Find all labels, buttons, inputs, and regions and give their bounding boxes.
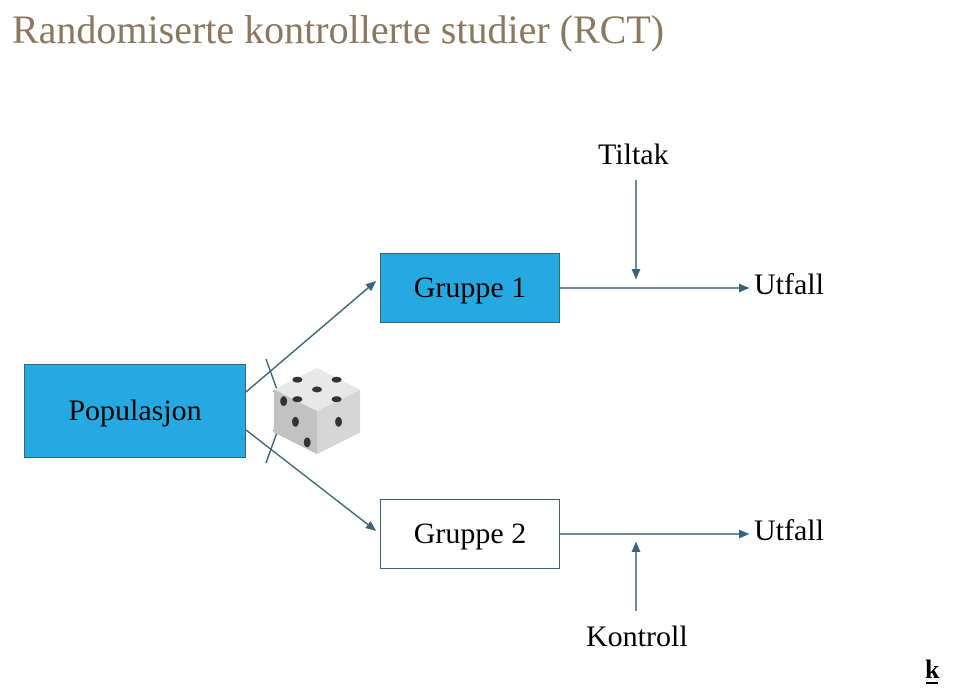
- box-gruppe2: Gruppe 2: [380, 499, 560, 569]
- box-populasjon-label: Populasjon: [68, 394, 201, 428]
- label-kontroll: Kontroll: [586, 620, 688, 654]
- page-title: Randomiserte kontrollerte studier (RCT): [12, 6, 664, 53]
- label-tiltak: Tiltak: [598, 138, 669, 172]
- die-icon: [268, 362, 366, 460]
- label-utfall1: Utfall: [754, 268, 824, 302]
- arrows-layer: [0, 0, 960, 691]
- logo-text: k: [925, 655, 939, 684]
- box-gruppe1: Gruppe 1: [380, 253, 560, 323]
- box-populasjon: Populasjon: [24, 364, 246, 458]
- box-gruppe2-label: Gruppe 2: [414, 517, 526, 551]
- logo: k: [925, 655, 939, 684]
- label-utfall2: Utfall: [754, 514, 824, 548]
- box-gruppe1-label: Gruppe 1: [414, 271, 526, 305]
